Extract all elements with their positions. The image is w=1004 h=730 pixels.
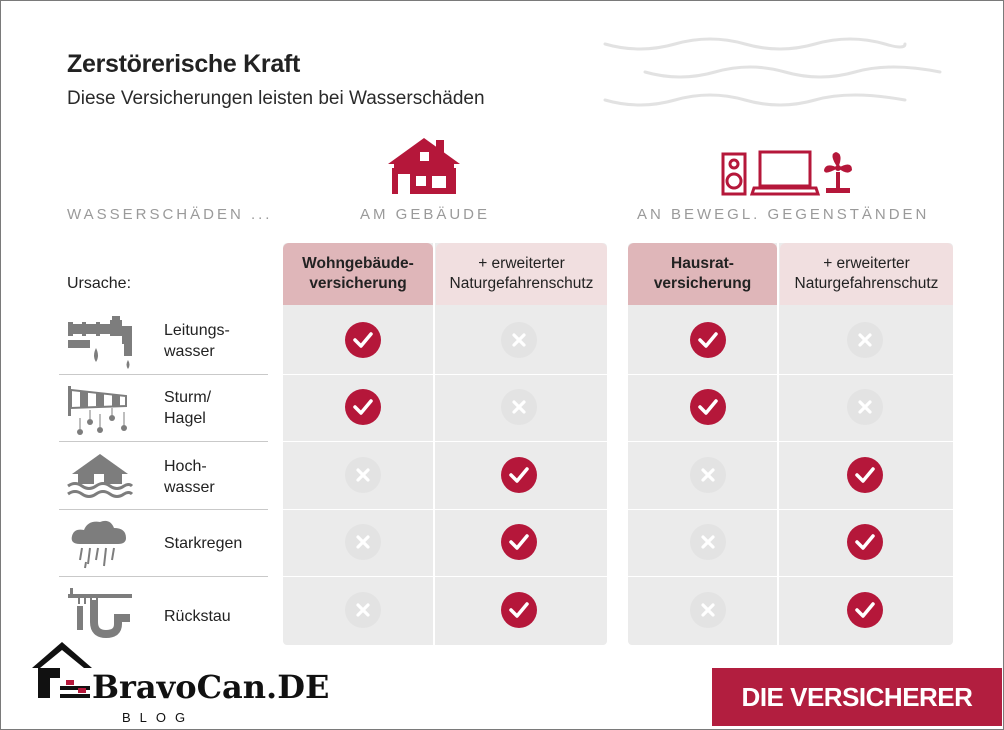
house-icon bbox=[388, 138, 460, 194]
not-covered-x-icon bbox=[690, 457, 726, 493]
page-title: Zerstörerische Kraft bbox=[67, 50, 300, 78]
column-header-naturgefahren-movables: + erweiterter Naturgefahrenschutz bbox=[780, 243, 953, 305]
row-divider bbox=[628, 374, 953, 375]
covered-check-icon bbox=[501, 524, 537, 560]
category-label-water-damage: WASSERSCHÄDEN ... bbox=[67, 206, 273, 223]
pipe-leak-icon bbox=[68, 316, 132, 369]
waves-icon bbox=[603, 37, 942, 107]
not-covered-x-icon bbox=[501, 322, 537, 358]
not-covered-x-icon bbox=[847, 322, 883, 358]
brand-logo: DIE VERSICHERER bbox=[712, 668, 1002, 726]
category-label-building: AM GEBÄUDE bbox=[360, 206, 491, 223]
cause-label-leitungswasser: Leitungs- wasser bbox=[164, 322, 230, 360]
not-covered-x-icon bbox=[847, 389, 883, 425]
covered-check-icon bbox=[690, 322, 726, 358]
cause-label-hochwasser: Hoch- wasser bbox=[164, 458, 215, 496]
column-header-wohngebaeude: Wohngebäude- versicherung bbox=[283, 243, 433, 305]
covered-check-icon bbox=[847, 524, 883, 560]
covered-check-icon bbox=[345, 389, 381, 425]
column-header-hausrat: Hausrat- versicherung bbox=[628, 243, 777, 305]
cause-row-divider bbox=[59, 509, 268, 510]
cause-label-sturm-hagel: Sturm/ Hagel bbox=[164, 389, 212, 427]
flooded-house-icon bbox=[67, 454, 134, 498]
movables-group-bg bbox=[628, 243, 953, 645]
row-divider bbox=[628, 441, 953, 442]
cause-header: Ursache: bbox=[67, 275, 132, 292]
covered-check-icon bbox=[847, 457, 883, 493]
watermark-name: BravoCan.DE bbox=[92, 668, 330, 706]
category-label-movables: AN BEWEGL. GEGENSTÄNDEN bbox=[637, 206, 930, 223]
cause-label-rueckstau: Rückstau bbox=[164, 608, 231, 625]
windsock-hail-icon bbox=[68, 386, 127, 435]
cause-row-divider bbox=[59, 374, 268, 375]
cause-row-divider bbox=[59, 576, 268, 577]
row-divider bbox=[628, 509, 953, 510]
covered-check-icon bbox=[501, 592, 537, 628]
house-logo-icon bbox=[32, 642, 92, 698]
speaker-laptop-fan-icon bbox=[721, 150, 852, 196]
row-divider bbox=[283, 374, 607, 375]
covered-check-icon bbox=[847, 592, 883, 628]
covered-check-icon bbox=[690, 389, 726, 425]
row-divider bbox=[283, 509, 607, 510]
covered-check-icon bbox=[345, 322, 381, 358]
cause-row-divider bbox=[59, 441, 268, 442]
column-divider bbox=[433, 243, 435, 645]
rain-cloud-icon bbox=[71, 520, 126, 569]
building-group-bg bbox=[283, 243, 607, 645]
row-divider bbox=[628, 576, 953, 577]
watermark-sub: BLOG bbox=[122, 710, 195, 725]
row-divider bbox=[283, 441, 607, 442]
column-divider bbox=[777, 243, 779, 645]
not-covered-x-icon bbox=[690, 592, 726, 628]
row-divider bbox=[283, 576, 607, 577]
page-subtitle: Diese Versicherungen leisten bei Wassers… bbox=[67, 88, 485, 109]
column-header-naturgefahren-building: + erweiterter Naturgefahrenschutz bbox=[436, 243, 607, 305]
not-covered-x-icon bbox=[501, 389, 537, 425]
backflow-drain-icon bbox=[68, 588, 132, 639]
not-covered-x-icon bbox=[345, 457, 381, 493]
covered-check-icon bbox=[501, 457, 537, 493]
not-covered-x-icon bbox=[345, 524, 381, 560]
not-covered-x-icon bbox=[690, 524, 726, 560]
not-covered-x-icon bbox=[345, 592, 381, 628]
cause-label-starkregen: Starkregen bbox=[164, 535, 243, 552]
